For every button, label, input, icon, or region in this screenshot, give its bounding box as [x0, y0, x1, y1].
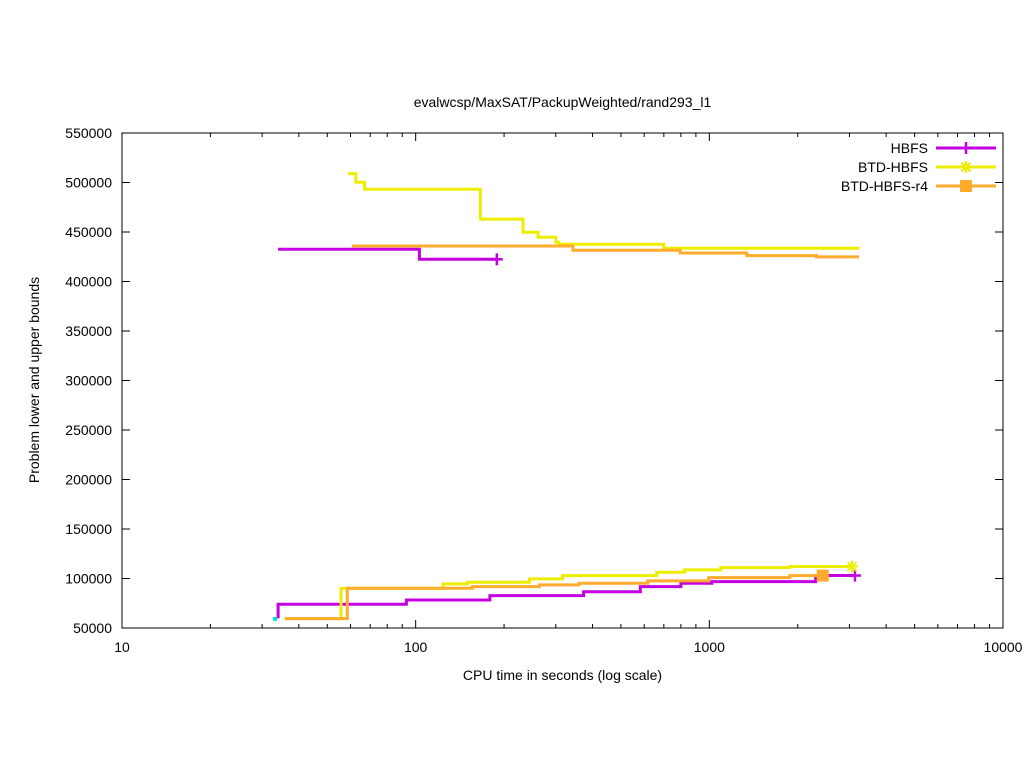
- legend-BTD-HBFS-asterisk-marker: [960, 161, 972, 173]
- legend-label-BTD-HBFS: BTD-HBFS: [858, 159, 928, 175]
- y-tick-label: 200000: [65, 472, 112, 488]
- legend-BTD-HBFS-r4-square-marker: [960, 180, 972, 192]
- series-line-BTD-HBFS-r4-lower_bound: [284, 574, 823, 621]
- x-tick-label: 100: [404, 639, 428, 655]
- y-tick-label: 50000: [73, 620, 112, 636]
- series-line-BTD-HBFS-r4-upper_bound: [351, 244, 860, 259]
- start-dot: [273, 616, 278, 621]
- y-tick-label: 400000: [65, 274, 112, 290]
- x-tick-label: 10: [114, 639, 130, 655]
- series-line-HBFS-lower_bound: [276, 574, 855, 619]
- legend-label-HBFS: HBFS: [891, 140, 928, 156]
- y-tick-label: 500000: [65, 175, 112, 191]
- y-axis-label: Problem lower and upper bounds: [26, 276, 42, 484]
- x-tick-label: 10000: [984, 639, 1023, 655]
- series-BTD-HBFS-r4-square-marker: [816, 569, 829, 582]
- y-tick-label: 350000: [65, 323, 112, 339]
- series-line-BTD-HBFS-lower_bound: [284, 565, 852, 621]
- y-tick-label: 250000: [65, 422, 112, 438]
- plot-frame: [121, 132, 1004, 629]
- series-line-HBFS-upper_bound: [278, 247, 497, 261]
- x-tick-label: 1000: [694, 639, 725, 655]
- y-tick-label: 450000: [65, 224, 112, 240]
- series-BTD-HBFS-asterisk-marker: [846, 561, 858, 572]
- legend-label-BTD-HBFS-r4: BTD-HBFS-r4: [841, 178, 928, 194]
- y-tick-label: 100000: [65, 571, 112, 587]
- series-line-BTD-HBFS-upper_bound: [347, 172, 860, 250]
- chart-title: evalwcsp/MaxSAT/PackupWeighted/rand293_l…: [413, 94, 712, 110]
- y-tick-label: 300000: [65, 373, 112, 389]
- y-tick-label: 550000: [65, 125, 112, 141]
- y-tick-label: 150000: [65, 521, 112, 537]
- x-axis-label: CPU time in seconds (log scale): [462, 667, 663, 683]
